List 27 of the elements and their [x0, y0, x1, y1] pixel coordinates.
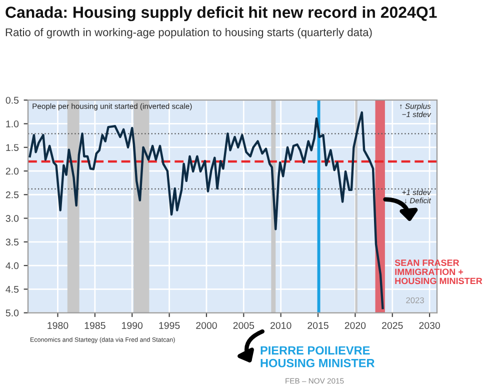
- y-tick-label: 0.5: [6, 96, 19, 104]
- y-tick-label: 4.5: [6, 286, 19, 293]
- y-tick-label: 5.0: [6, 310, 19, 316]
- x-tick-label: 2020: [344, 322, 366, 329]
- chart-title: Canada: Housing supply deficit hit new record in 2024Q1: [6, 6, 437, 22]
- x-tick-label: 1995: [159, 322, 180, 329]
- text: PIERRE POILIEVRE HOUSING MINISTER: [260, 346, 375, 368]
- x-tick-label: 2000: [196, 322, 217, 329]
- chart-subtitle: Ratio of growth in working-age population to housing starts (quarterly data): [6, 28, 372, 38]
- y-tick-label: 1.0: [6, 120, 19, 128]
- x-tick-label: 2030: [419, 322, 440, 329]
- annotation: SEAN FRASER IMMIGRATION + HOUSING MINISTER: [394, 260, 482, 284]
- x-tick-label: 2015: [308, 322, 328, 329]
- x-tick-label: 2010: [270, 322, 292, 329]
- x-tick-label: 2005: [233, 322, 254, 329]
- y-tick-label: 1.5: [6, 144, 19, 151]
- y-tick-label: 3.5: [6, 238, 19, 246]
- y-tick-label: 2.0: [6, 168, 19, 175]
- x-tick-label: 1980: [48, 322, 68, 329]
- y-tick-label: 3.0: [6, 215, 19, 222]
- y-tick-label: 4.0: [6, 262, 19, 270]
- annotation: 2023: [406, 297, 424, 304]
- x-tick-label: 2025: [382, 322, 403, 329]
- line-series: [28, 111, 384, 310]
- x-tick-label: 1985: [84, 322, 106, 329]
- x-tick-label: 1990: [122, 322, 143, 329]
- y-tick-label: 2.5: [6, 191, 19, 198]
